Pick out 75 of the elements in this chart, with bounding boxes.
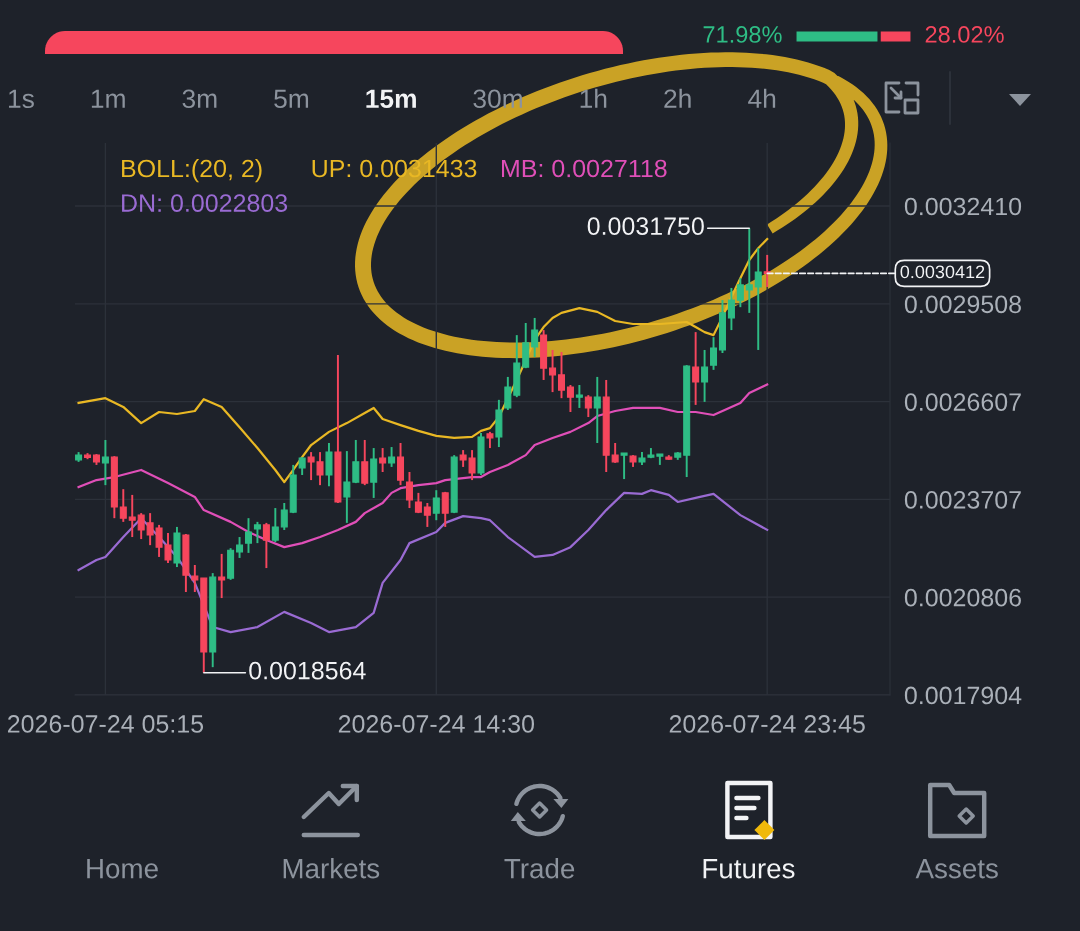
candlestick [397,442,405,487]
candlestick [432,489,440,522]
data-label: 28.02% [925,26,1004,43]
y-tick-label: 0.0029508 [904,295,1021,314]
candlestick [119,488,127,523]
text: 30m [473,89,522,109]
candlestick [593,375,601,444]
x-tick-label: 2026-07-24 14:30 [338,715,535,733]
text: 1m [91,89,125,108]
candlestick [361,439,369,487]
candlestick [325,442,333,488]
candlestick [566,384,574,413]
candlestick [128,493,136,539]
annotation: 0.0031750 [587,217,704,235]
x-tick-label: 2026-07-24 05:15 [7,715,204,733]
candlestick [352,439,360,485]
candlestick [441,490,449,528]
text: Markets [283,858,380,879]
candlestick [405,471,413,510]
candlestick [262,521,270,570]
candlestick [584,394,592,419]
candlestick [620,452,628,481]
line-series [77,489,769,634]
candlestick [253,520,261,545]
candlestick [754,247,762,351]
candlestick [692,331,700,406]
candlestick [280,502,288,531]
data-label: 71.98% [703,26,782,43]
candlestick [736,277,744,309]
x-tick-label: 2026-07-24 23:45 [669,715,865,733]
text: 1s [9,89,34,109]
candlestick [710,336,718,371]
text: Assets [915,859,998,879]
candlestick [191,564,199,593]
text: DN: 0.0022803 [122,194,288,212]
candlestick [575,384,583,409]
text: Futures [703,859,795,879]
text: 5m [274,89,309,109]
candlestick [101,439,109,487]
text: 15m [366,89,416,109]
y-tick-label: 0.0032410 [904,197,1022,216]
candlestick [370,447,378,499]
text: 3m [182,89,217,109]
candlestick [244,517,252,554]
annotation: 0.0030412 [900,265,985,279]
y-tick-label: 0.0020806 [904,588,1021,607]
line-series [77,383,769,549]
candlestick [504,375,512,411]
candlestick [727,286,735,332]
candlestick [343,450,351,524]
candlestick [137,512,145,541]
y-tick-label: 0.0017904 [904,686,1022,705]
candlestick [218,552,226,600]
candlestick [271,507,279,544]
annotation: 0.0018564 [249,661,366,680]
y-tick-label: 0.0023707 [904,490,1021,509]
text: Trade [504,858,575,879]
candlestick [557,351,566,400]
candlestick [745,227,753,314]
text: 4h [748,88,776,108]
candlestick [611,442,619,464]
candlestick [236,536,244,559]
candlestick [763,253,771,288]
text: 2h [664,88,691,108]
candlestick [379,447,387,473]
y-tick-label: 0.0026607 [904,393,1021,411]
text: Home [87,859,158,879]
candlestick [531,316,539,359]
candlestick [701,349,709,403]
candlestick [423,502,431,528]
text: MB: 0.0027118 [502,159,667,178]
candlestick [549,349,557,394]
text: 1h [580,88,607,108]
legend-title: BOLL:(20, 2) [122,159,262,183]
candlestick [388,446,396,468]
